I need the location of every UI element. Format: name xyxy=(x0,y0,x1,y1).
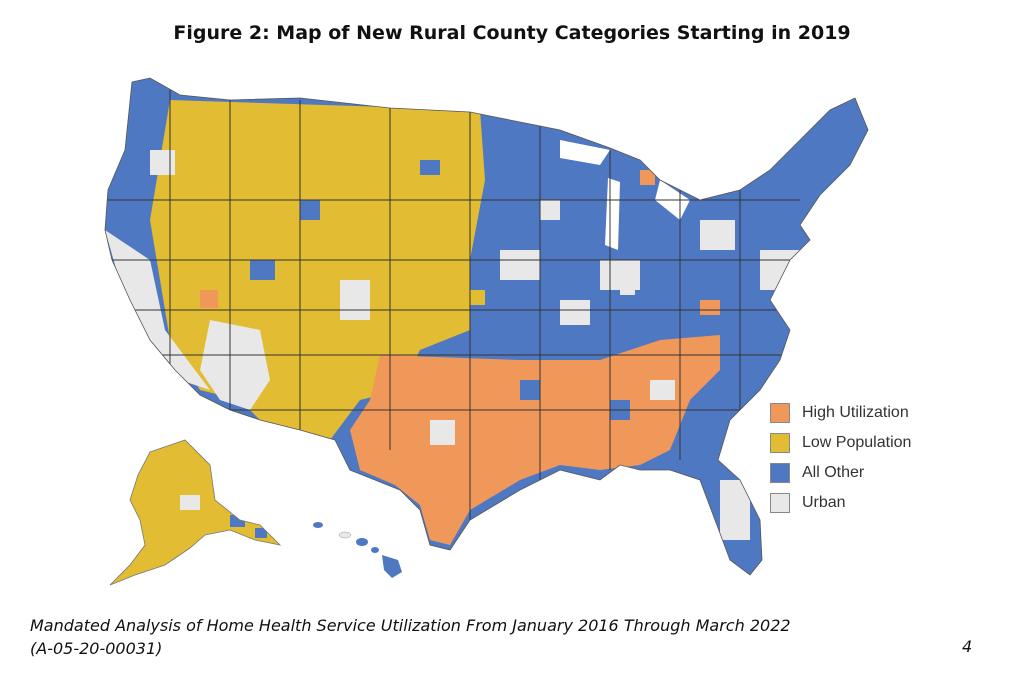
legend-label: Urban xyxy=(802,494,846,511)
page-number: 4 xyxy=(962,637,973,656)
legend-item-all-other: All Other xyxy=(770,458,911,488)
county-patches xyxy=(200,160,720,420)
high-utilization-region xyxy=(350,335,720,545)
legend-swatch xyxy=(770,403,790,423)
figure-title: Figure 2: Map of New Rural County Catego… xyxy=(173,22,851,44)
legend-item-urban: Urban xyxy=(770,488,911,518)
legend-label: High Utilization xyxy=(802,404,909,421)
legend-label: Low Population xyxy=(802,434,912,451)
legend-swatch xyxy=(770,433,790,453)
state-borders xyxy=(105,90,800,520)
map-legend: High Utilization Low Population All Othe… xyxy=(770,398,911,518)
legend-swatch xyxy=(770,463,790,483)
footer-report-number: (A-05-20-00031) xyxy=(30,639,163,658)
legend-label: All Other xyxy=(802,464,865,481)
hawaii xyxy=(313,522,402,578)
footer-report-title: Mandated Analysis of Home Health Service… xyxy=(30,616,791,635)
legend-item-high-utilization: High Utilization xyxy=(770,398,911,428)
legend-swatch xyxy=(770,493,790,513)
page-footer: Mandated Analysis of Home Health Service… xyxy=(30,614,791,660)
legend-item-low-population: Low Population xyxy=(770,428,911,458)
